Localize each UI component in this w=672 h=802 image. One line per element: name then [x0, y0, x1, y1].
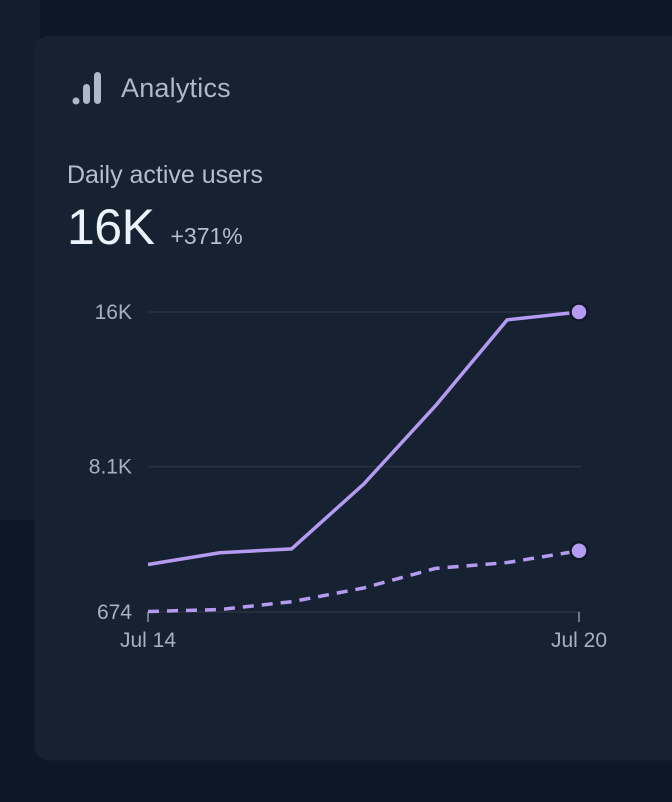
analytics-card: Analytics Daily active users 16K +371% — [35, 36, 672, 760]
solid-series-end-point — [569, 302, 589, 322]
x-tick-label: Jul 20 — [551, 629, 607, 652]
y-tick-label: 16K — [95, 301, 132, 324]
metric-delta: +371% — [170, 223, 243, 249]
solid-series-line — [147, 310, 580, 567]
bar-chart-icon — [72, 72, 101, 105]
metric-row: 16K +371% — [67, 198, 243, 256]
dashed-series-line — [147, 549, 580, 614]
card-title: Analytics — [121, 72, 231, 103]
background-panel — [0, 0, 40, 520]
y-tick-label: 8.1K — [89, 456, 132, 479]
metric-label: Daily active users — [67, 161, 263, 189]
y-tick-label: 674 — [97, 601, 132, 624]
x-tick-label: Jul 14 — [120, 629, 176, 652]
card-header: Analytics — [71, 70, 231, 106]
metric-value: 16K — [67, 199, 155, 255]
dashed-series-end-point — [569, 541, 589, 561]
